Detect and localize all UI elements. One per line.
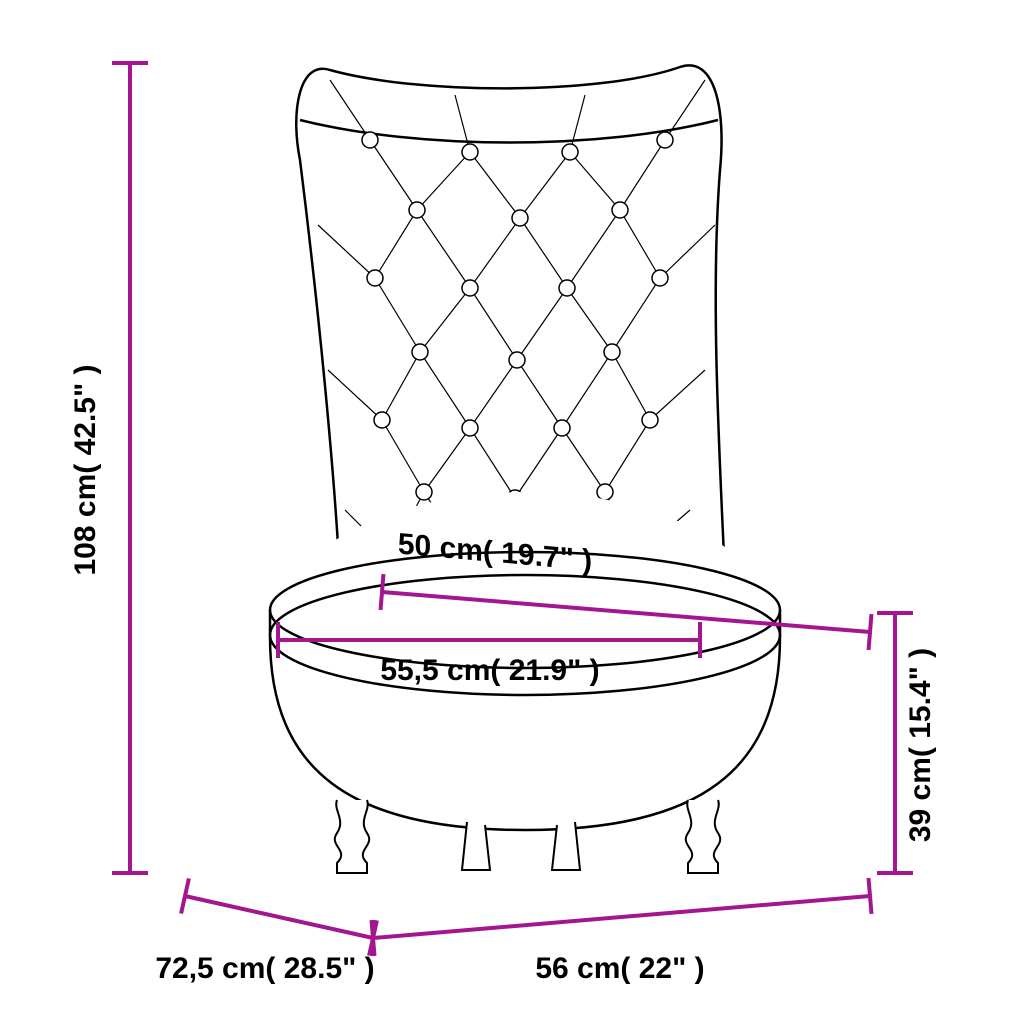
tuft-button	[642, 412, 658, 428]
tuft-button	[416, 484, 432, 500]
tuft-line	[318, 225, 715, 420]
tuft-button	[559, 280, 575, 296]
dim-seat-height-label: 39 cm( 15.4" )	[904, 648, 937, 842]
tuft-button	[462, 420, 478, 436]
dim-total-height: 108 cm( 42.5" )	[69, 63, 148, 873]
chair-leg	[335, 800, 369, 873]
dim-total-height-label: 108 cm( 42.5" )	[69, 364, 102, 575]
tuft-button	[597, 484, 613, 500]
dim-footprint-depth-label: 72,5 cm( 28.5" )	[155, 952, 374, 985]
tuft-button	[412, 344, 428, 360]
tuft-line	[330, 80, 705, 152]
tuft-button	[509, 352, 525, 368]
chair-leg	[686, 800, 720, 873]
tuft-button	[612, 202, 628, 218]
tuft-button	[554, 420, 570, 436]
dim-footprint-depth: 72,5 cm( 28.5" )	[155, 878, 377, 985]
tuft-button	[512, 210, 528, 226]
tuft-button	[462, 144, 478, 160]
chair-drawing	[268, 65, 782, 873]
tuft-button	[374, 412, 390, 428]
dim-seat-width-label: 55,5 cm( 21.9" )	[380, 654, 599, 687]
dim-footprint-width: 56 cm( 22" )	[371, 878, 871, 985]
tuft-button	[657, 132, 673, 148]
tuft-button	[362, 132, 378, 148]
tuft-button	[409, 202, 425, 218]
tuft-button	[562, 144, 578, 160]
tuft-button	[462, 280, 478, 296]
tuft-button	[652, 270, 668, 286]
dim-seat-height: 39 cm( 15.4" )	[877, 613, 937, 873]
chair-leg	[462, 822, 490, 870]
tuft-button	[604, 344, 620, 360]
dim-footprint-width-label: 56 cm( 22" )	[535, 952, 704, 985]
tuft-button	[367, 270, 383, 286]
chair-leg	[552, 822, 580, 870]
